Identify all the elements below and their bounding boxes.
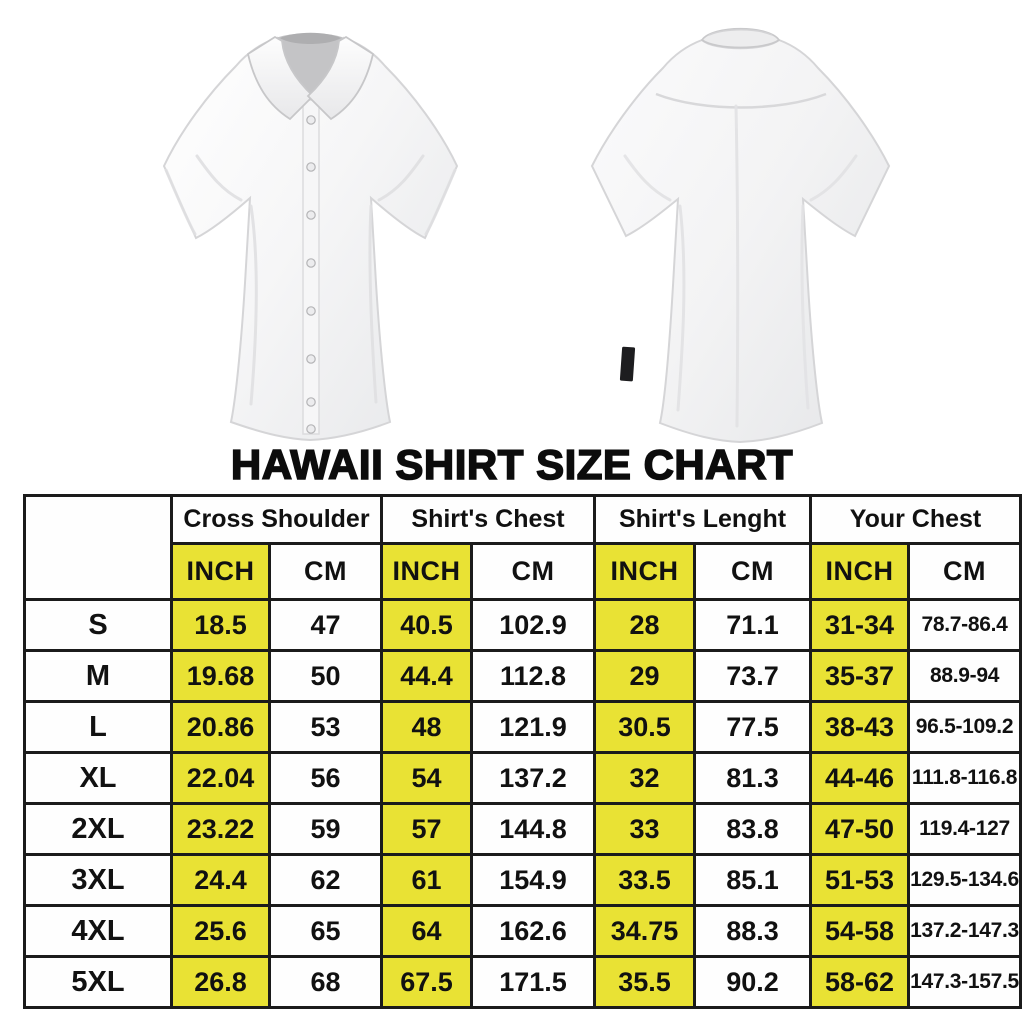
group-header-your-chest: Your Chest	[809, 494, 1023, 545]
value-cell: 54-58	[809, 904, 911, 958]
value-cell: 57	[380, 802, 473, 856]
value-cell: 65	[268, 904, 383, 958]
table-row: 2XL 23.22 59 57 144.8 33 83.8 47-50 119.…	[23, 802, 1023, 856]
value-cell: 18.5	[170, 598, 271, 652]
table-row: S 18.5 47 40.5 102.9 28 71.1 31-34 78.7-…	[23, 598, 1023, 652]
unit-header-inch: INCH	[809, 542, 911, 601]
value-cell: 38-43	[809, 700, 911, 754]
unit-header-cm: CM	[907, 542, 1023, 601]
group-header-shirts-length: Shirt's Lenght	[593, 494, 813, 545]
table-row: 4XL 25.6 65 64 162.6 34.75 88.3 54-58 13…	[23, 904, 1023, 958]
group-header-shirts-chest: Shirt's Chest	[379, 494, 597, 545]
table-row: M 19.68 50 44.4 112.8 29 73.7 35-37 88.9…	[23, 649, 1023, 703]
value-cell: 64	[380, 904, 473, 958]
value-cell: 71.1	[693, 598, 813, 652]
table-row: L 20.86 53 48 121.9 30.5 77.5 38-43 96.5…	[23, 700, 1023, 754]
size-label: S	[23, 598, 173, 652]
size-column-header	[23, 494, 173, 601]
value-cell: 154.9	[469, 853, 597, 907]
value-cell: 77.5	[693, 700, 813, 754]
value-cell: 51-53	[809, 853, 911, 907]
value-cell: 68	[268, 955, 383, 1009]
unit-header-inch: INCH	[170, 542, 271, 601]
value-cell: 20.86	[170, 700, 271, 754]
unit-header-inch: INCH	[380, 542, 473, 601]
value-cell: 26.8	[170, 955, 271, 1009]
value-cell: 35-37	[809, 649, 911, 703]
value-cell: 28	[593, 598, 697, 652]
value-cell: 90.2	[693, 955, 813, 1009]
value-cell: 119.4-127	[907, 802, 1023, 856]
size-label: 3XL	[23, 853, 173, 907]
value-cell: 78.7-86.4	[907, 598, 1023, 652]
value-cell: 111.8-116.8	[907, 751, 1023, 805]
table-row: 3XL 24.4 62 61 154.9 33.5 85.1 51-53 129…	[23, 853, 1023, 907]
value-cell: 35.5	[593, 955, 697, 1009]
value-cell: 31-34	[809, 598, 911, 652]
value-cell: 54	[380, 751, 473, 805]
size-label: 4XL	[23, 904, 173, 958]
shirt-back-image	[590, 27, 891, 444]
value-cell: 121.9	[469, 700, 597, 754]
value-cell: 25.6	[170, 904, 271, 958]
value-cell: 112.8	[469, 649, 597, 703]
size-label: M	[23, 649, 173, 703]
page-title: HAWAII SHIRT SIZE CHART	[230, 440, 794, 489]
value-cell: 33	[593, 802, 697, 856]
size-label: XL	[23, 751, 173, 805]
value-cell: 147.3-157.5	[907, 955, 1023, 1009]
value-cell: 53	[268, 700, 383, 754]
value-cell: 23.22	[170, 802, 271, 856]
unit-header-cm: CM	[469, 542, 597, 601]
unit-header-cm: CM	[693, 542, 813, 601]
value-cell: 102.9	[469, 598, 597, 652]
value-cell: 129.5-134.6	[907, 853, 1023, 907]
value-cell: 47	[268, 598, 383, 652]
value-cell: 67.5	[380, 955, 473, 1009]
value-cell: 96.5-109.2	[907, 700, 1023, 754]
unit-header-cm: CM	[268, 542, 383, 601]
table-row: 5XL 26.8 68 67.5 171.5 35.5 90.2 58-62 1…	[23, 955, 1023, 1009]
value-cell: 62	[268, 853, 383, 907]
size-label: 2XL	[23, 802, 173, 856]
value-cell: 61	[380, 853, 473, 907]
value-cell: 171.5	[469, 955, 597, 1009]
value-cell: 30.5	[593, 700, 697, 754]
value-cell: 22.04	[170, 751, 271, 805]
value-cell: 40.5	[380, 598, 473, 652]
size-label: 5XL	[23, 955, 173, 1009]
value-cell: 47-50	[809, 802, 911, 856]
value-cell: 88.3	[693, 904, 813, 958]
product-photos	[0, 0, 1024, 446]
value-cell: 50	[268, 649, 383, 703]
value-cell: 34.75	[593, 904, 697, 958]
value-cell: 85.1	[693, 853, 813, 907]
value-cell: 19.68	[170, 649, 271, 703]
value-cell: 32	[593, 751, 697, 805]
value-cell: 73.7	[693, 649, 813, 703]
size-chart-table: Cross Shoulder Shirt's Chest Shirt's Len…	[23, 494, 1023, 1009]
unit-header-inch: INCH	[593, 542, 697, 601]
size-label: L	[23, 700, 173, 754]
group-header-cross-shoulder: Cross Shoulder	[170, 494, 383, 545]
value-cell: 56	[268, 751, 383, 805]
value-cell: 59	[268, 802, 383, 856]
value-cell: 144.8	[469, 802, 597, 856]
value-cell: 33.5	[593, 853, 697, 907]
value-cell: 137.2-147.3	[907, 904, 1023, 958]
value-cell: 48	[380, 700, 473, 754]
table-row: XL 22.04 56 54 137.2 32 81.3 44-46 111.8…	[23, 751, 1023, 805]
value-cell: 29	[593, 649, 697, 703]
value-cell: 58-62	[809, 955, 911, 1009]
value-cell: 162.6	[469, 904, 597, 958]
value-cell: 24.4	[170, 853, 271, 907]
value-cell: 88.9-94	[907, 649, 1023, 703]
value-cell: 83.8	[693, 802, 813, 856]
value-cell: 137.2	[469, 751, 597, 805]
shirt-front-image	[162, 32, 459, 442]
value-cell: 81.3	[693, 751, 813, 805]
value-cell: 44-46	[809, 751, 911, 805]
value-cell: 44.4	[380, 649, 473, 703]
